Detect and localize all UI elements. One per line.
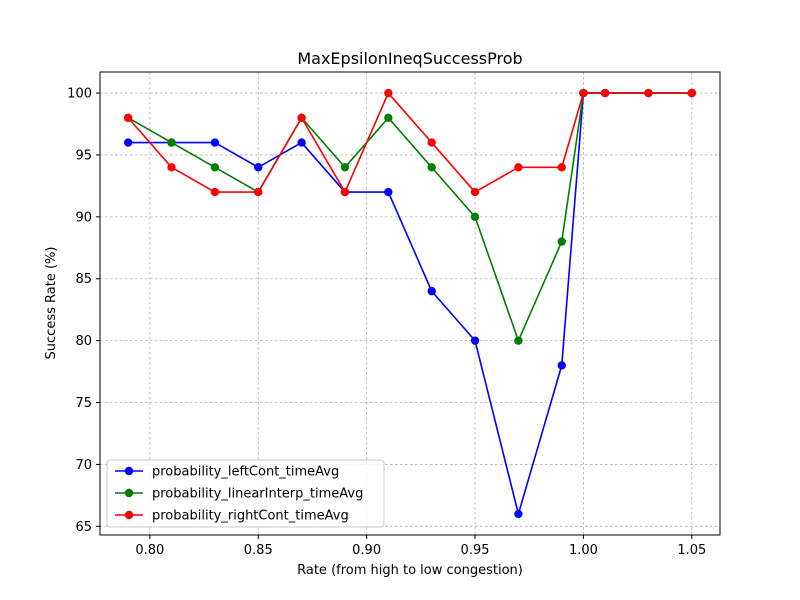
legend-entry: probability_leftCont_timeAvg — [152, 465, 339, 480]
y-axis-ticks: 65 70 75 80 85 90 95 100 — [67, 87, 100, 535]
data-point — [210, 138, 220, 147]
legend: probability_leftCont_timeAvg probability_… — [106, 459, 385, 528]
legend-entry: probability_rightCont_timeAvg — [152, 509, 349, 524]
data-point — [384, 113, 393, 123]
data-point — [557, 361, 566, 370]
legend-frame — [106, 459, 385, 528]
x-axis-label: Rate (from high to low congestion) — [297, 563, 523, 578]
data-point — [210, 163, 220, 172]
x-tick-label: 1.05 — [677, 543, 706, 558]
legend-entry: probability_linearInterp_timeAvg — [152, 487, 363, 502]
y-tick-label: 80 — [75, 334, 92, 349]
data-point — [254, 163, 263, 172]
data-point — [470, 187, 480, 197]
data-point — [384, 187, 393, 197]
y-tick-label: 100 — [67, 87, 92, 102]
data-point — [340, 163, 350, 172]
x-tick-label: 0.95 — [461, 543, 490, 558]
y-tick-label: 85 — [75, 272, 92, 287]
data-point — [687, 88, 697, 98]
data-point — [600, 88, 610, 98]
data-point — [210, 187, 220, 197]
data-point — [123, 138, 133, 147]
plot-area-frame — [99, 71, 721, 536]
y-tick-label: 65 — [75, 520, 92, 535]
data-point — [254, 187, 263, 197]
x-tick-label: 0.80 — [135, 543, 164, 558]
x-tick-label: 0.90 — [352, 543, 381, 558]
series-line-0 — [128, 92, 692, 515]
data-point — [514, 509, 523, 519]
x-tick-label: 1.00 — [569, 543, 598, 558]
data-point — [167, 138, 176, 147]
y-tick-label: 70 — [75, 458, 92, 473]
data-point — [514, 336, 523, 345]
data-point — [167, 163, 176, 172]
data-point — [579, 88, 588, 98]
x-axis-ticks: 0.80 0.85 0.90 0.95 1.00 1.05 — [135, 535, 706, 558]
y-tick-label: 90 — [75, 210, 92, 225]
data-point — [384, 88, 393, 98]
legend-marker — [124, 488, 134, 498]
x-tick-label: 0.85 — [244, 543, 273, 558]
series-layer — [123, 88, 697, 519]
y-tick-label: 95 — [75, 148, 92, 163]
data-point — [470, 336, 480, 345]
chart-title: MaxEpsilonIneqSuccessProb — [297, 49, 522, 68]
data-point — [427, 138, 436, 147]
data-point — [340, 187, 350, 197]
data-point — [427, 286, 436, 296]
data-point — [557, 237, 566, 246]
data-point — [297, 138, 306, 147]
data-point — [514, 163, 523, 172]
y-axis-label: Success Rate (%) — [44, 247, 59, 360]
data-point — [470, 212, 480, 222]
legend-marker — [124, 510, 134, 520]
data-point — [123, 113, 133, 123]
data-point — [297, 113, 306, 123]
data-point — [644, 88, 653, 98]
data-point — [427, 163, 436, 172]
y-tick-label: 75 — [75, 396, 92, 411]
legend-marker — [124, 466, 134, 476]
data-point — [557, 163, 566, 172]
